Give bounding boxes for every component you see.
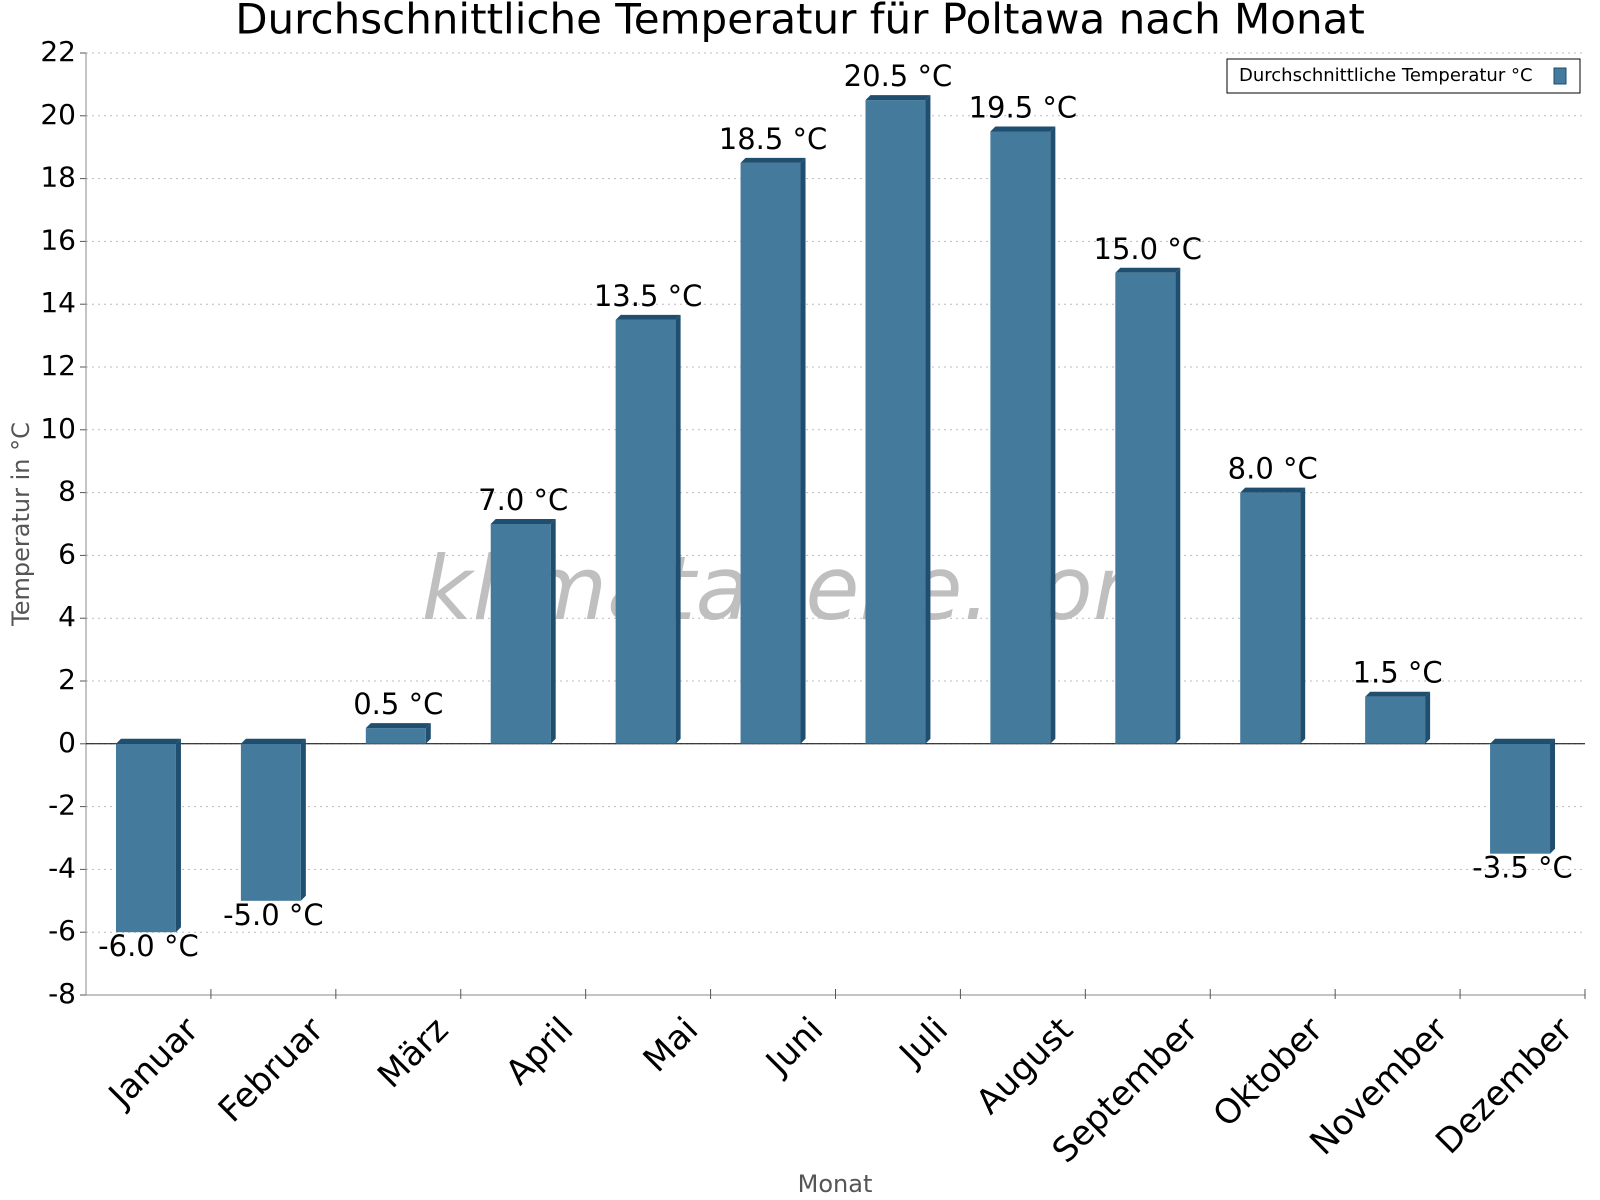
- bar: [365, 728, 426, 744]
- y-tick-label: 12: [40, 349, 76, 382]
- y-tick-label: -4: [48, 851, 76, 884]
- bar-top: [240, 738, 306, 744]
- x-tick-label: Oktober: [1206, 1010, 1331, 1135]
- bar: [1490, 743, 1551, 854]
- data-label: 7.0 °C: [478, 483, 568, 517]
- x-tick-label: Februar: [211, 1010, 332, 1131]
- bar-top: [865, 95, 931, 101]
- bar-side: [300, 738, 306, 901]
- bar: [740, 162, 801, 744]
- data-label: -3.5 °C: [1472, 851, 1573, 885]
- bar-side: [425, 723, 431, 744]
- bar: [1365, 696, 1426, 744]
- bar-side: [1425, 691, 1431, 744]
- legend-swatch: [1553, 67, 1567, 85]
- y-tick-label: 20: [40, 98, 76, 131]
- bar-side: [925, 95, 931, 744]
- y-tick-label: 14: [40, 286, 76, 319]
- data-label: 1.5 °C: [1353, 656, 1443, 690]
- chart-title: Durchschnittliche Temperatur für Poltawa…: [235, 0, 1365, 44]
- legend-box: [1226, 58, 1581, 94]
- bar-top: [615, 314, 681, 320]
- bar-side: [800, 157, 806, 744]
- y-tick-label: 16: [40, 223, 76, 256]
- bar-side: [550, 519, 556, 744]
- bar: [990, 131, 1051, 744]
- x-tick-label: März: [370, 1010, 456, 1096]
- data-label: 0.5 °C: [353, 687, 443, 721]
- x-tick-label: Dezember: [1428, 1010, 1580, 1162]
- bar-top: [1365, 691, 1431, 697]
- bar-side: [1300, 487, 1306, 744]
- bar-side: [1175, 267, 1181, 744]
- bar-top: [1240, 487, 1306, 493]
- bar-side: [175, 738, 181, 933]
- y-tick-label: -2: [48, 789, 76, 822]
- bar-top: [990, 126, 1056, 132]
- x-tick-label: Mai: [636, 1010, 706, 1080]
- bar: [490, 524, 551, 744]
- data-label: 15.0 °C: [1094, 232, 1203, 266]
- data-label: 19.5 °C: [969, 91, 1078, 125]
- bar: [1115, 272, 1176, 744]
- x-tick-label: April: [498, 1010, 581, 1093]
- bar-top: [1115, 267, 1181, 273]
- bar: [115, 743, 176, 933]
- bar-top: [740, 157, 806, 163]
- bar-side: [675, 314, 681, 744]
- bar: [615, 319, 676, 744]
- y-tick-label: 8: [58, 475, 76, 508]
- y-tick-label: -6: [48, 914, 76, 947]
- data-label: 18.5 °C: [719, 122, 828, 156]
- bar: [865, 100, 926, 744]
- x-tick-label: Juni: [757, 1010, 831, 1084]
- bar-top: [115, 738, 181, 744]
- y-tick-label: -8: [48, 977, 76, 1010]
- x-tick-label: Januar: [100, 1010, 207, 1117]
- bar: [1240, 492, 1301, 744]
- y-tick-label: 4: [58, 600, 76, 633]
- data-label: -6.0 °C: [98, 929, 199, 963]
- data-label: -5.0 °C: [223, 898, 324, 932]
- y-tick-label: 0: [58, 726, 76, 759]
- data-label: 8.0 °C: [1228, 452, 1318, 486]
- x-axis-label: Monat: [798, 1170, 873, 1198]
- y-tick-label: 10: [40, 412, 76, 445]
- bar-top: [365, 723, 431, 729]
- bar: [240, 743, 301, 901]
- x-tick-label: August: [969, 1010, 1081, 1122]
- legend-label: Durchschnittliche Temperatur °C: [1239, 65, 1533, 86]
- y-tick-label: 22: [40, 35, 76, 68]
- bar-top: [490, 519, 556, 524]
- y-tick-label: 6: [58, 537, 76, 570]
- data-label: 13.5 °C: [594, 279, 703, 313]
- bar-side: [1050, 126, 1056, 744]
- y-tick-label: 2: [58, 663, 76, 696]
- y-tick-label: 18: [40, 161, 76, 194]
- bar-top: [1490, 738, 1556, 744]
- data-label: 20.5 °C: [844, 59, 953, 93]
- bar-side: [1550, 738, 1556, 854]
- y-axis-label: Temperatur in °C: [7, 422, 35, 627]
- x-tick-label: Juli: [891, 1010, 956, 1075]
